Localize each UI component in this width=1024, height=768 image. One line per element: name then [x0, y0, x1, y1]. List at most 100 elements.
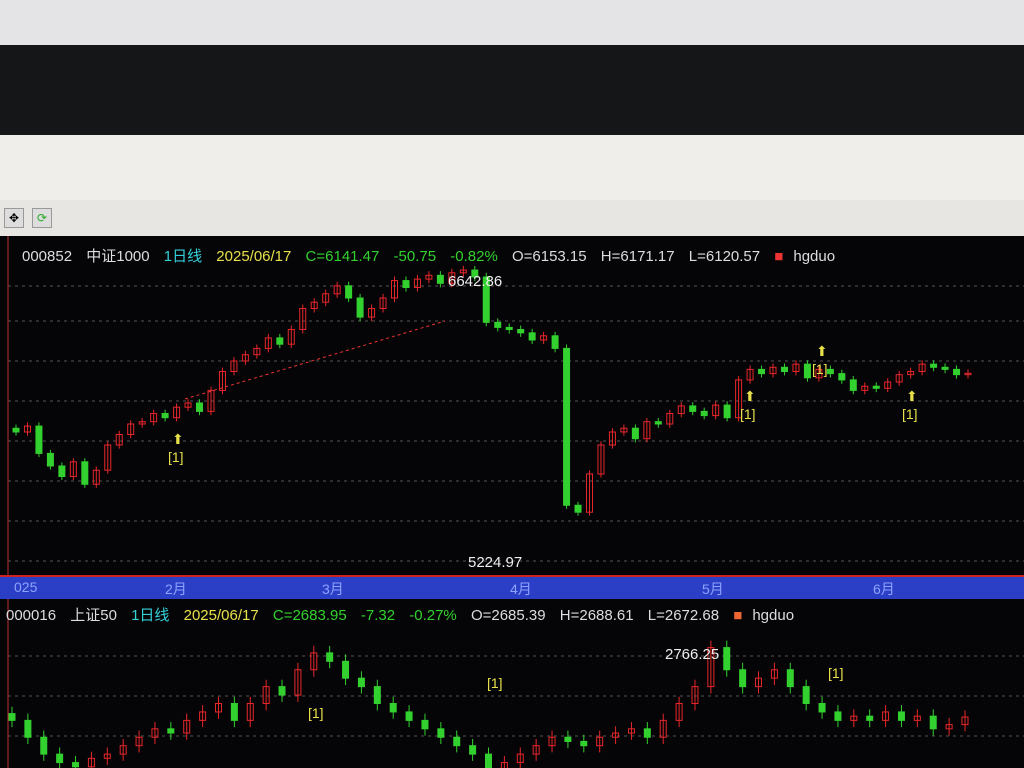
candle-body [310, 301, 318, 309]
candle-body [322, 293, 330, 303]
candle-body [505, 326, 513, 331]
candle-body [379, 297, 387, 309]
candle-body [786, 669, 794, 688]
candle-body [104, 444, 112, 471]
low: L=6120.57 [688, 248, 761, 265]
candle-body [643, 421, 651, 440]
candle-body [294, 669, 302, 696]
bottom-header: 000016 上证50 1日线 2025/06/17 C=2683.95 -7.… [6, 604, 804, 625]
candle-body [643, 728, 651, 738]
candle-body [207, 389, 215, 412]
candle-body [356, 297, 364, 318]
indicator[interactable]: hgduo [793, 248, 836, 265]
candle-body [897, 711, 905, 721]
trend-line [184, 320, 446, 400]
change: -50.75 [393, 248, 437, 265]
high-label: 2766.25 [665, 646, 720, 663]
window-titlebar [0, 135, 1024, 201]
candle-body [40, 736, 48, 755]
candle-body [953, 368, 961, 376]
candle-body [262, 686, 270, 704]
candle-body [500, 762, 508, 768]
code: 000852 [22, 248, 73, 265]
name: 中证1000 [86, 248, 150, 265]
period[interactable]: 1日线 [163, 248, 203, 265]
candle-body [826, 368, 834, 375]
signal-label: [1] [308, 705, 324, 721]
candle-body [597, 444, 605, 475]
low-label: 5224.97 [468, 554, 523, 571]
close: C=6141.47 [305, 248, 380, 265]
candle-body [918, 363, 926, 372]
refresh-icon[interactable]: ⟳ [32, 208, 52, 228]
indicator[interactable]: hgduo [752, 607, 795, 624]
period[interactable]: 1日线 [131, 607, 170, 624]
indicator-icon: ■ [733, 607, 743, 624]
candle-body [707, 647, 715, 688]
candle-body [700, 410, 708, 417]
candle-body [691, 686, 699, 704]
candle-body [183, 719, 191, 734]
candle-body [735, 379, 743, 419]
x-tick: 2月 [165, 581, 187, 597]
signal-label: [1] [168, 449, 184, 465]
candle-body [150, 413, 158, 423]
candle-body [127, 423, 135, 435]
date: 2025/06/17 [216, 248, 292, 265]
x-axis-bar[interactable]: 025 2月 3月 4月 5月 6月 [0, 575, 1024, 599]
signal-arrow-icon: ⬆ [172, 431, 184, 447]
top-header: 000852 中证1000 1日线 2025/06/17 C=6141.47 -… [22, 245, 845, 266]
candle-body [119, 745, 127, 755]
candle-body [739, 669, 747, 688]
candle-body [115, 434, 123, 446]
signal-arrow-icon: ⬆ [744, 388, 756, 404]
signal-arrow-icon: ⬆ [906, 388, 918, 404]
candle-body [391, 280, 399, 299]
candle-body [35, 425, 43, 454]
x-tick: 6月 [873, 581, 895, 597]
candle-body [907, 371, 915, 376]
candle-body [551, 335, 559, 349]
candle-body [850, 715, 858, 721]
candle-body [92, 469, 100, 485]
candle-body [448, 272, 456, 284]
candle-body [564, 736, 572, 742]
high: H=6171.17 [600, 248, 675, 265]
candle-body [815, 368, 823, 379]
chart-area[interactable]: [1] ⬆ [1] ⬆ [1] ⬆ [1] ⬆ [1] [1] [1] 000852 中证1000 … [0, 236, 1024, 768]
candle-body [723, 404, 731, 419]
candle-body [230, 703, 238, 721]
change: -7.32 [360, 607, 396, 624]
candle-body [264, 337, 272, 349]
candle-body [287, 329, 295, 345]
low: L=2672.68 [647, 607, 720, 624]
candle-body [872, 385, 880, 389]
candle-body [834, 711, 842, 721]
candle-body [56, 753, 64, 764]
candle-body [23, 425, 31, 433]
candle-body [405, 711, 413, 721]
candle-body [373, 686, 381, 704]
toolbar: ✥ ⟳ [0, 200, 1024, 237]
candle-body [389, 703, 397, 713]
candle-body [755, 677, 763, 688]
candle-body [241, 354, 249, 362]
candle-body [402, 280, 410, 288]
candle-body [436, 274, 444, 284]
candle-body [964, 372, 972, 376]
candle-body [471, 269, 479, 278]
candle-body [689, 405, 697, 412]
move-icon[interactable]: ✥ [4, 208, 24, 228]
candle-body [563, 347, 571, 506]
pct: -0.27% [409, 607, 457, 624]
name: 上证50 [70, 607, 117, 624]
candle-body [627, 728, 635, 734]
candle-body [485, 753, 492, 768]
candle-body [929, 715, 937, 730]
signal-label: [1] [828, 665, 844, 681]
candle-body [803, 363, 811, 379]
candle-body [882, 711, 890, 721]
candle-body [659, 719, 667, 738]
candle-body [357, 677, 365, 688]
candle-body [342, 660, 350, 679]
